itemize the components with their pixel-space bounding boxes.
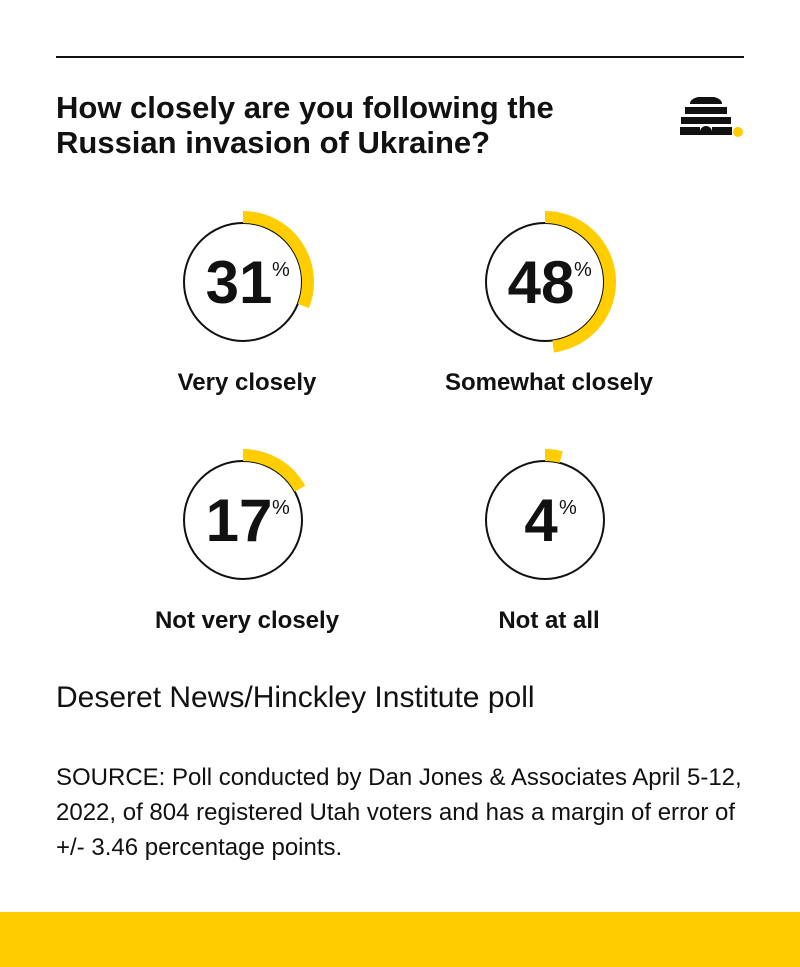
value-label: 4 [524, 487, 558, 554]
value-arc [242, 211, 314, 309]
source-note: SOURCE: Poll conducted by Dan Jones & As… [56, 764, 742, 861]
percent-sign: % [272, 497, 290, 519]
donut-2: 48 % Somewhat closely [445, 211, 654, 396]
value-arc [544, 211, 616, 353]
category-label: Not very closely [155, 607, 340, 634]
donut-1: 31 % Very closely [178, 211, 317, 396]
category-label: Somewhat closely [445, 369, 654, 396]
value-label: 31 [206, 249, 273, 316]
donut-4: 4 % Not at all [485, 449, 605, 634]
poll-name: Deseret News/Hinckley Institute poll [56, 681, 535, 714]
footer-accent-band [0, 912, 800, 967]
donut-chart-grid: 31 % Very closely 48 % Somewhat closely 17 % Not… [155, 211, 654, 634]
chart-title: How closely are you following the Russia… [56, 90, 554, 160]
category-label: Not at all [498, 607, 599, 634]
percent-sign: % [272, 259, 290, 281]
value-arc [242, 449, 306, 492]
percent-sign: % [574, 259, 592, 281]
top-rule [56, 56, 744, 58]
value-label: 17 [206, 487, 273, 554]
donut-3: 17 % Not very closely [155, 449, 340, 634]
beehive-icon [676, 88, 746, 144]
category-label: Very closely [178, 369, 317, 396]
value-label: 48 [508, 249, 575, 316]
percent-sign: % [559, 497, 577, 519]
value-arc [544, 449, 563, 463]
chart-area: 31% Very closely 48% Somewhat closely 17% Not… [0, 190, 800, 650]
